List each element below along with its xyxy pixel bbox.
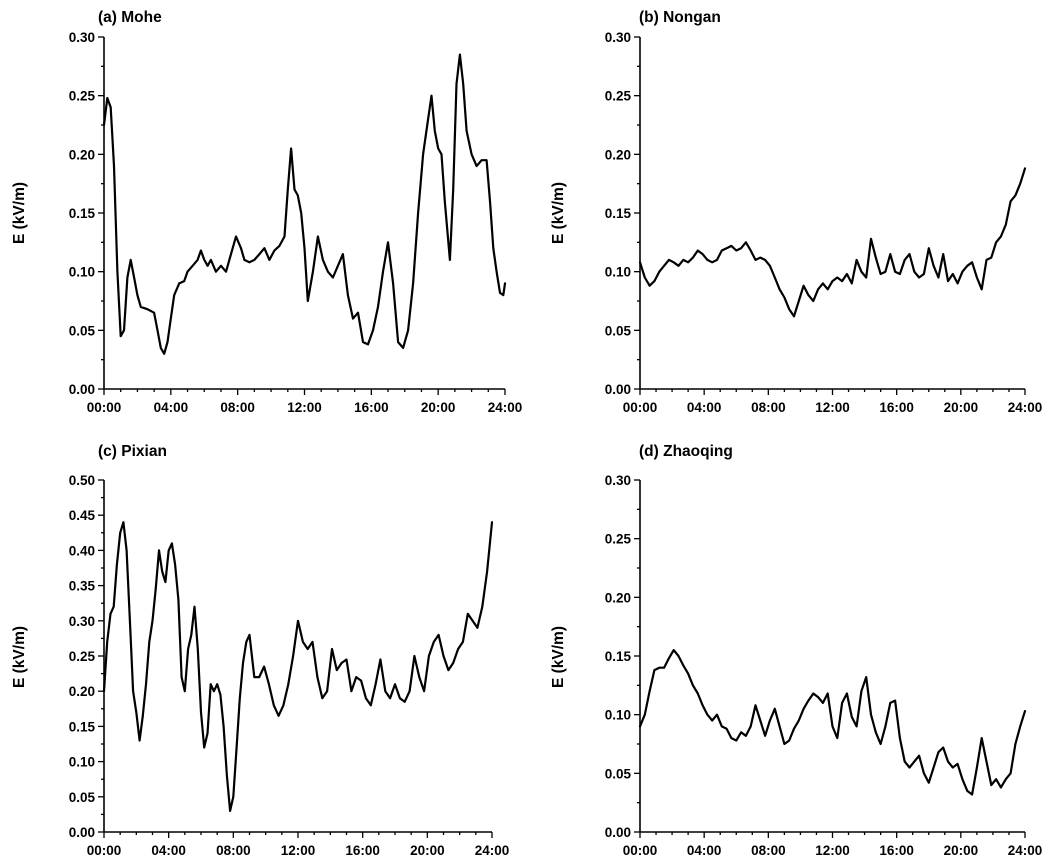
- y-tick-label: 0.25: [69, 89, 96, 104]
- x-tick-label: 00:00: [87, 843, 122, 858]
- panel-mohe: (a) Mohe E (kV/m) 0.00 0.05 0.10 0.15 0.20 0.25…: [11, 9, 522, 415]
- panel-zhaoqing: (d) Zhaoqing E (kV/m) 0.00 0.05 0.10 0.15 0.20…: [550, 443, 1042, 858]
- x-tick-label: 24:00: [1008, 400, 1043, 415]
- y-axis-label: E (kV/m): [550, 182, 567, 244]
- x-tick-label: 04:00: [154, 400, 189, 415]
- x-tick-label: 16:00: [879, 400, 914, 415]
- x-tick-label: 00:00: [623, 400, 658, 415]
- y-tick-label: 0.15: [605, 649, 632, 664]
- x-tick-label: 20:00: [410, 843, 445, 858]
- y-tick-label: 0.30: [605, 30, 631, 45]
- x-tick-label: 16:00: [345, 843, 380, 858]
- series-line: [102, 53, 507, 355]
- y-tick-label: 0.40: [69, 543, 95, 558]
- y-tick-label: 0.10: [605, 708, 631, 723]
- x-tick-label: 12:00: [815, 400, 850, 415]
- y-tick-label: 0.05: [605, 323, 632, 338]
- y-tick-label: 0.10: [69, 755, 95, 770]
- y-tick-label: 0.30: [69, 30, 95, 45]
- x-tick-label: 00:00: [623, 843, 658, 858]
- y-tick-label: 0.20: [605, 590, 631, 605]
- y-tick-label: 0.25: [69, 649, 96, 664]
- y-axis-label: E (kV/m): [11, 182, 28, 244]
- y-axis-label: E (kV/m): [11, 626, 28, 688]
- x-tick-label: 04:00: [687, 843, 722, 858]
- y-tick-label: 0.20: [605, 147, 631, 162]
- y-tick-label: 0.50: [69, 473, 95, 488]
- y-tick-label: 0.00: [605, 382, 631, 397]
- y-tick-label: 0.20: [69, 684, 95, 699]
- y-tick-label: 0.45: [69, 508, 96, 523]
- y-tick-label: 0.10: [605, 265, 631, 280]
- x-tick-label: 12:00: [281, 843, 316, 858]
- x-tick-label: 16:00: [879, 843, 914, 858]
- y-tick-label: 0.25: [605, 532, 632, 547]
- x-tick-label: 20:00: [944, 843, 979, 858]
- x-tick-label: 08:00: [220, 400, 255, 415]
- panel-pixian: (c) Pixian E (kV/m) 0.00 0.05 0.10 0.15 0.20 0.…: [11, 443, 509, 858]
- y-tick-label: 0.00: [605, 825, 631, 840]
- series-line: [102, 521, 494, 813]
- y-tick-label: 0.30: [605, 473, 631, 488]
- series-line: [638, 167, 1027, 318]
- x-tick-label: 24:00: [1008, 843, 1043, 858]
- y-tick-label: 0.05: [69, 790, 96, 805]
- y-tick-label: 0.15: [69, 206, 96, 221]
- panel-title: (b) Nongan: [639, 9, 721, 26]
- y-tick-label: 0.10: [69, 265, 95, 280]
- series-line: [638, 648, 1027, 796]
- y-tick-label: 0.35: [69, 579, 96, 594]
- y-axis-label: E (kV/m): [550, 626, 567, 688]
- y-tick-label: 0.15: [605, 206, 632, 221]
- y-tick-label: 0.05: [69, 323, 96, 338]
- y-tick-label: 0.30: [69, 614, 95, 629]
- x-tick-label: 20:00: [421, 400, 456, 415]
- y-tick-label: 0.00: [69, 825, 95, 840]
- x-tick-label: 12:00: [815, 843, 850, 858]
- x-tick-label: 08:00: [751, 843, 786, 858]
- panel-title: (c) Pixian: [98, 443, 167, 460]
- x-tick-label: 12:00: [287, 400, 322, 415]
- y-tick-label: 0.25: [605, 89, 632, 104]
- x-tick-label: 04:00: [687, 400, 722, 415]
- x-tick-label: 00:00: [87, 400, 122, 415]
- x-tick-label: 08:00: [216, 843, 251, 858]
- y-tick-label: 0.05: [605, 766, 632, 781]
- x-tick-label: 08:00: [751, 400, 786, 415]
- x-tick-label: 24:00: [475, 843, 510, 858]
- y-tick-label: 0.00: [69, 382, 95, 397]
- panel-title: (a) Mohe: [98, 9, 162, 26]
- y-tick-label: 0.15: [69, 719, 96, 734]
- x-tick-label: 04:00: [151, 843, 186, 858]
- x-tick-label: 16:00: [354, 400, 389, 415]
- panel-nongan: (b) Nongan E (kV/m) 0.00 0.05 0.10 0.15 0.20 0.…: [550, 9, 1042, 415]
- panel-title: (d) Zhaoqing: [639, 443, 733, 460]
- y-tick-label: 0.20: [69, 147, 95, 162]
- x-tick-label: 20:00: [944, 400, 979, 415]
- x-tick-label: 24:00: [488, 400, 523, 415]
